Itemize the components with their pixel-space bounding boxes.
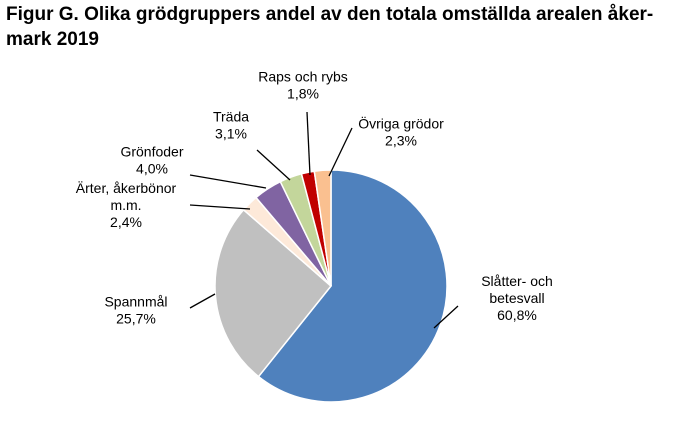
leader-line-slatter-och-betesvall [433,305,459,329]
slice-label-slatter-och-betesvall: Slåtter- och betesvall 60,8% [481,273,553,323]
slice-category-label: Övriga grödor [358,115,444,132]
leader-line-arter-akerbonor-m-m [189,204,251,210]
slice-value-label: 60,8% [497,307,537,323]
slice-category-label: Raps och rybs [258,69,347,85]
slice-label-arter-akerbonor-m-m: Ärter, åkerbönor m.m. 2,4% [76,180,177,230]
leader-line-spannmal [189,293,216,309]
slice-category-label: Ärter, åkerbönor [76,180,177,196]
slice-label-trada: Träda 3,1% [213,109,249,142]
leader-line-trada [256,149,291,181]
slice-category-label: Spannmål [104,294,167,310]
pie-slice-slatter-och-betesvall [257,169,448,403]
chart-title: Figur G. Olika grödgruppers andel av den… [6,2,686,52]
leader-line-ovriga-grodor [328,127,353,177]
leader-line-raps-och-rybs [306,111,311,176]
slice-label-raps-och-rybs: Raps och rybs 1,8% [258,69,347,102]
pie-slice-spannmal [214,208,333,378]
slice-value-label: 25,7% [116,311,156,327]
chart-title-line-2: mark 2019 [6,29,99,50]
slice-label-ovriga-grodor: Övriga grödor 2,3% [358,115,444,149]
slice-category-label: Träda [213,109,249,125]
slice-label-gronfoder: Grönfoder 4,0% [120,144,183,177]
slice-category-label: betesvall [489,290,544,306]
slice-value-label: 3,1% [215,126,247,142]
slice-category-label: Slåtter- och [481,273,553,289]
slice-value-label: 2,4% [110,214,142,230]
leader-line-gronfoder [189,174,267,189]
slice-value-label: 1,8% [287,86,319,102]
slice-category-label: Grönfoder [120,144,183,160]
slice-value-label: 4,0% [136,161,168,177]
chart-title-line-1: Figur G. Olika grödgruppers andel av den… [6,4,654,25]
slice-value-label: 2,3% [385,133,417,149]
slice-category-label: m.m. [110,197,141,213]
slice-label-spannmal: Spannmål 25,7% [104,294,167,327]
pie-slice-ovriga-grodor [313,169,332,287]
